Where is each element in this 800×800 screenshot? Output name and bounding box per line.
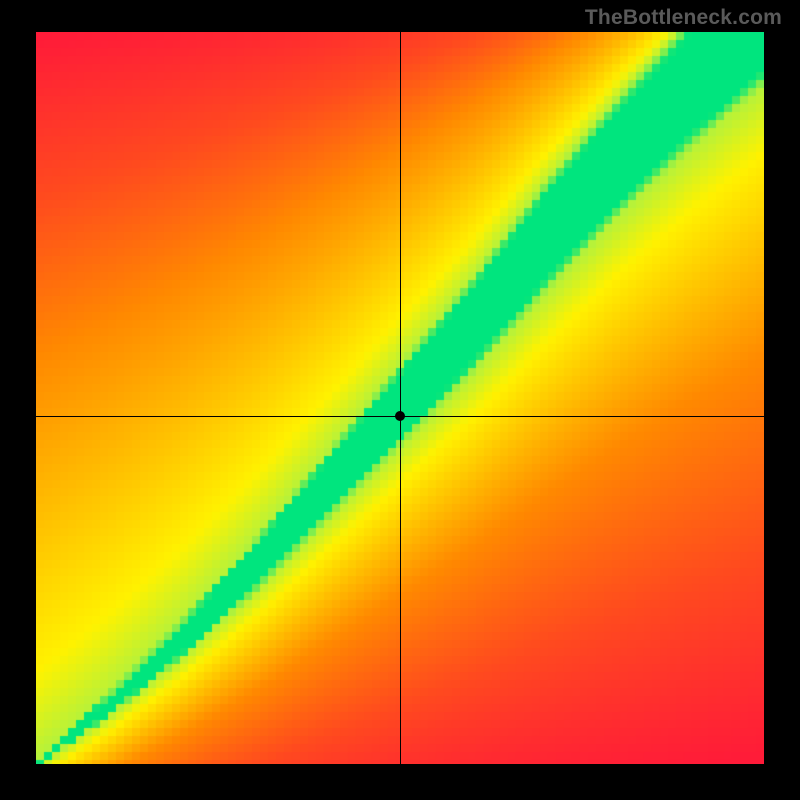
watermark-text: TheBottleneck.com	[585, 6, 782, 30]
crosshair-marker	[395, 411, 405, 421]
figure-root: TheBottleneck.com	[0, 0, 800, 800]
crosshair-vertical	[400, 32, 401, 764]
heatmap-plot	[36, 32, 764, 764]
